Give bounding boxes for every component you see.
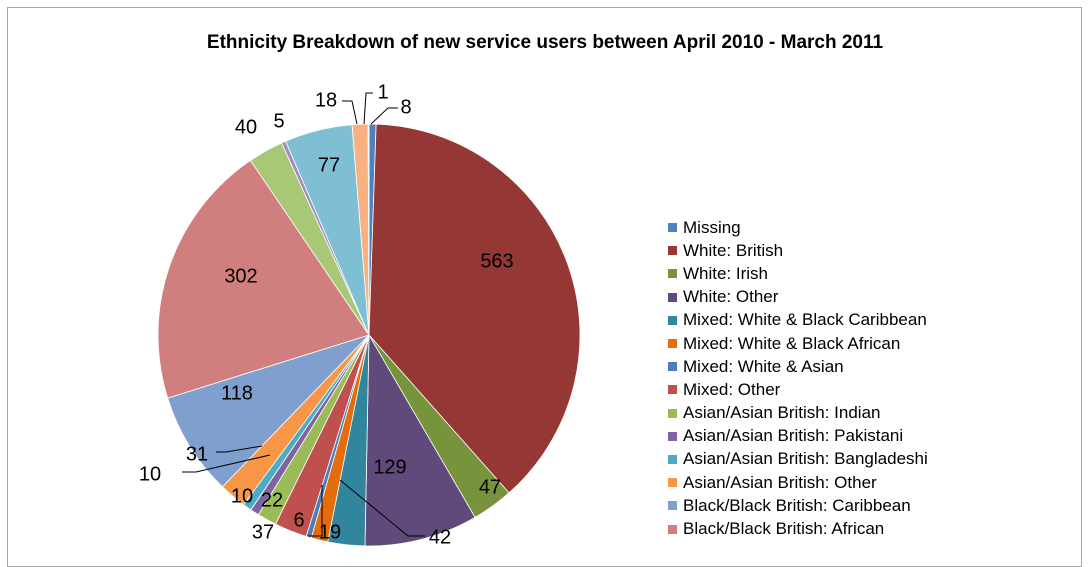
legend-swatch [668,339,677,349]
legend-label: Asian/Asian British: Bangladeshi [683,449,928,469]
data-label: 5 [273,110,284,132]
legend-item: Asian/Asian British: Pakistani [668,425,928,448]
legend-swatch [668,269,677,279]
data-label: 302 [224,265,257,287]
data-label: 1 [377,81,388,103]
data-label: 22 [261,489,283,511]
legend-swatch [668,246,677,256]
pie-slice [157,159,370,399]
legend-label: Mixed: White & Black African [683,333,901,353]
legend-swatch [668,315,677,325]
legend-item: Asian/Asian British: Indian [668,402,928,425]
legend-label: Mixed: White & Asian [683,356,844,376]
legend-label: White: Irish [683,263,769,283]
leader-line [342,100,358,125]
legend-label: Asian/Asian British: Other [683,472,877,492]
leader-line [308,485,323,537]
legend-item: Asian/Asian British: Bangladeshi [668,448,928,471]
pie-slice [167,334,370,488]
legend-swatch [668,524,677,534]
legend-item: Mixed: White & Asian [668,355,928,378]
legend-swatch [668,501,677,511]
data-label: 10 [139,463,161,485]
leader-line [363,92,373,125]
data-label: 118 [221,382,253,404]
leader-line [370,107,398,125]
legend-swatch [668,478,677,488]
leader-line [182,454,271,473]
legend-swatch [668,362,677,372]
data-label: 6 [293,509,304,531]
legend-label: Missing [683,217,741,237]
legend-label: Mixed: White & Black Caribbean [683,310,927,330]
legend-item: White: Other [668,286,928,309]
legend-label: Mixed: Other [683,379,781,399]
data-label: 129 [373,456,406,478]
pie-slice [364,333,476,547]
chart-title: Ethnicity Breakdown of new service users… [206,32,884,53]
data-label: 19 [319,521,341,543]
legend-swatch [668,292,677,302]
data-label: 31 [186,443,208,465]
data-label: 40 [235,116,257,138]
legend-swatch [668,223,677,233]
data-label: 42 [429,526,451,548]
data-label: 47 [479,476,501,498]
pie-slice [368,123,581,494]
leader-line [339,479,425,537]
legend-item: Asian/Asian British: Other [668,471,928,494]
leader-line [216,445,263,453]
legend-swatch [668,431,677,441]
pie-slice [367,123,370,336]
legend-label: White: Other [683,287,779,307]
legend-item: White: Irish [668,262,928,285]
legend-item: Mixed: White & Black African [668,332,928,355]
legend-label: Asian/Asian British: Pakistani [683,426,904,446]
legend-swatch [668,454,677,464]
legend-label: Black/Black British: African [683,519,885,539]
legend-item: Missing [668,216,928,239]
legend-item: Mixed: White & Black Caribbean [668,309,928,332]
data-label: 37 [252,521,274,543]
legend-swatch [668,385,677,395]
legend-item: Black/Black British: Caribbean [668,494,928,517]
legend-label: Asian/Asian British: Indian [683,403,881,423]
data-label: 10 [231,485,253,507]
legend-swatch [668,408,677,418]
data-label: 77 [318,154,340,176]
data-label: 18 [315,89,337,111]
legend: Missing White: British White: Irish White: … [668,216,928,541]
data-label: 8 [400,96,411,118]
data-label: 563 [480,250,513,272]
legend-label: Black/Black British: Caribbean [683,495,911,515]
legend-item: White: British [668,239,928,262]
legend-item: Black/Black British: African [668,517,928,540]
legend-item: Mixed: Other [668,378,928,401]
pie-chart: 8 563 47 129 42 19 6 37 22 10 10 31 118 302 40 5 77 18 1 [139,81,581,548]
legend-label: White: British [683,240,784,260]
